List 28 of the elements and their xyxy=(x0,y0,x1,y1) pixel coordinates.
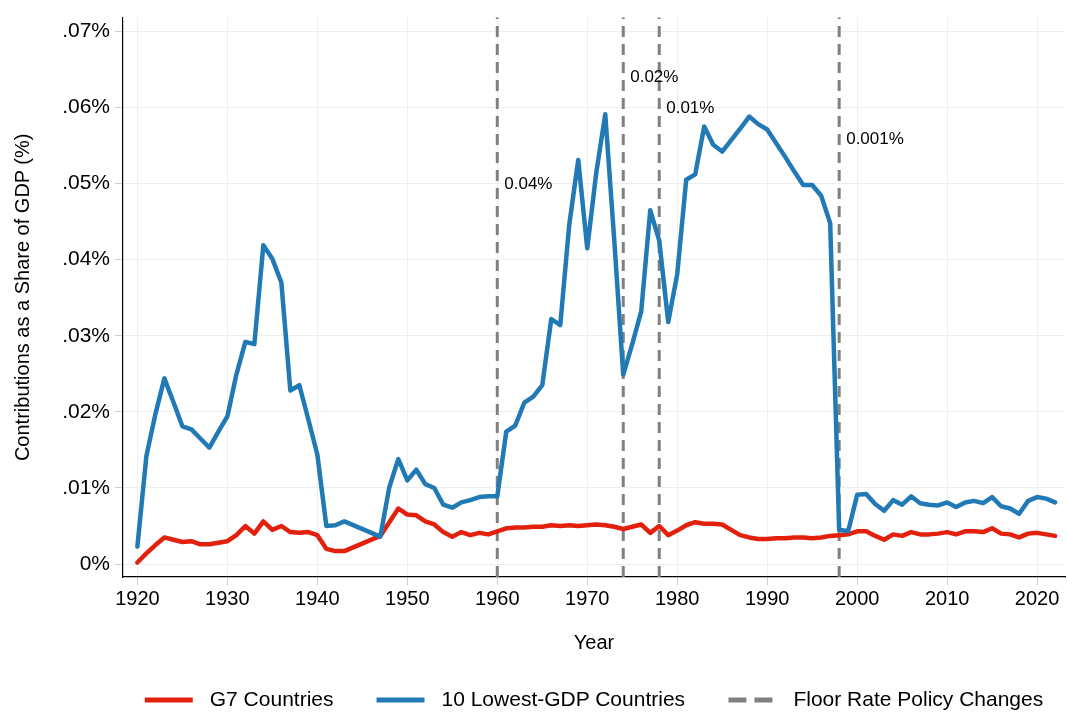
y-tick-label: .03% xyxy=(62,322,110,346)
x-tick-label: 1930 xyxy=(205,586,250,609)
annotation: 0.02% xyxy=(630,67,679,87)
x-tick-label: 1950 xyxy=(385,586,430,609)
annotation: 0.04% xyxy=(504,173,553,193)
y-tick-label: 0% xyxy=(79,550,110,574)
legend-label: Floor Rate Policy Changes xyxy=(793,686,1044,710)
x-tick-label: 1990 xyxy=(744,586,790,609)
y-tick-label: .02% xyxy=(62,398,110,422)
legend-label: G7 Countries xyxy=(209,686,334,710)
annotation: 0.001% xyxy=(846,129,904,149)
x-tick-label: 2000 xyxy=(834,586,880,609)
x-tick-label: 1920 xyxy=(115,586,160,609)
y-axis-title: Contributions as a Share of GDP (%) xyxy=(10,133,33,462)
y-tick-label: .01% xyxy=(62,474,110,498)
annotation: 0.01% xyxy=(666,97,715,117)
y-tick-label: .04% xyxy=(62,246,110,270)
x-tick-label: 1970 xyxy=(565,586,610,609)
y-tick-label: .05% xyxy=(62,170,110,194)
x-tick-label: 1980 xyxy=(654,586,700,609)
x-tick-label: 1940 xyxy=(295,586,340,609)
x-tick-label: 2010 xyxy=(924,586,970,609)
x-tick-label: 1960 xyxy=(475,586,520,609)
x-axis-title: Year xyxy=(573,630,615,653)
y-tick-label: .06% xyxy=(62,94,110,118)
legend-label: 10 Lowest-GDP Countries xyxy=(441,686,686,710)
y-tick-label: .07% xyxy=(62,18,110,42)
x-tick-label: 2020 xyxy=(1014,586,1060,609)
